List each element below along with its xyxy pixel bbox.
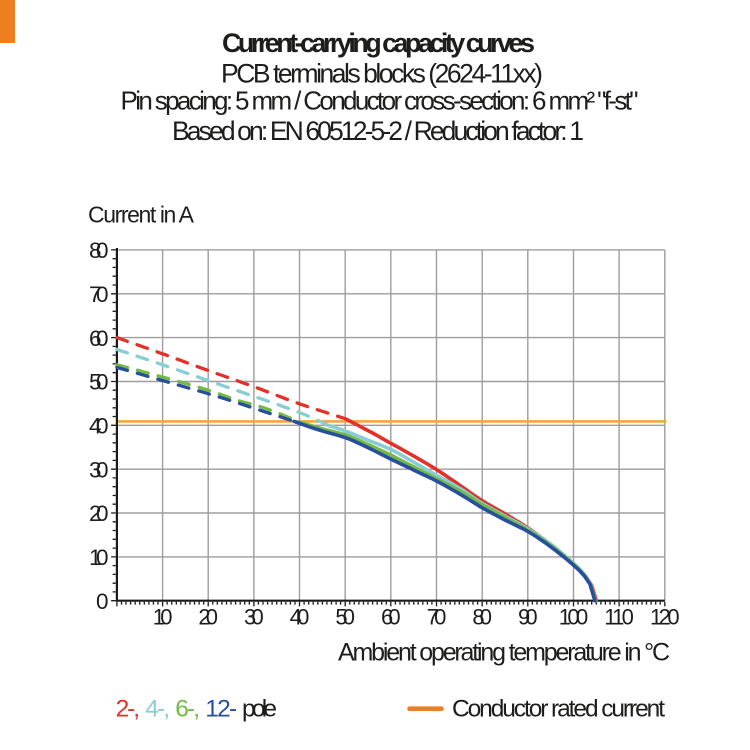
svg-text:4-,: 4-, [145, 695, 170, 722]
svg-text:2-,: 2-, [116, 695, 140, 722]
svg-text:6-,: 6-, [175, 695, 200, 722]
svg-text:PCB terminals blocks (2624-11x: PCB terminals blocks (2624-11xx) [221, 59, 543, 89]
svg-text:Pin spacing: 5 mm / Conductor: Pin spacing: 5 mm / Conductor cross-sect… [121, 85, 639, 115]
svg-text:50: 50 [89, 370, 109, 395]
svg-text:40: 40 [290, 605, 310, 630]
svg-text:Current-carrying capacity curv: Current-carrying capacity curves [222, 28, 535, 58]
svg-text:30: 30 [244, 605, 264, 630]
svg-text:50: 50 [335, 605, 355, 630]
svg-text:110: 110 [604, 605, 634, 630]
svg-text:80: 80 [89, 238, 109, 263]
svg-text:70: 70 [427, 605, 447, 630]
svg-text:120: 120 [650, 605, 680, 630]
svg-text:0: 0 [96, 589, 109, 614]
svg-text:70: 70 [89, 282, 109, 307]
svg-text:90: 90 [518, 605, 538, 630]
svg-text:12-: 12- [205, 695, 237, 722]
svg-text:20: 20 [198, 605, 218, 630]
svg-text:100: 100 [559, 605, 589, 630]
svg-text:60: 60 [89, 326, 109, 351]
svg-text:40: 40 [89, 414, 109, 439]
svg-text:Based on: EN 60512-5-2 / Reduc: Based on: EN 60512-5-2 / Reduction facto… [172, 116, 584, 146]
svg-text:Ambient operating temperature: Ambient operating temperature in °C [338, 638, 670, 666]
svg-text:Current in A: Current in A [88, 201, 195, 227]
svg-text:Conductor rated current: Conductor rated current [452, 695, 665, 722]
svg-text:80: 80 [472, 605, 492, 630]
svg-text:30: 30 [89, 457, 109, 482]
svg-text:10: 10 [89, 545, 109, 570]
svg-text:60: 60 [381, 605, 401, 630]
svg-text:pole: pole [242, 695, 277, 722]
svg-text:20: 20 [89, 501, 109, 526]
svg-text:10: 10 [153, 605, 173, 630]
